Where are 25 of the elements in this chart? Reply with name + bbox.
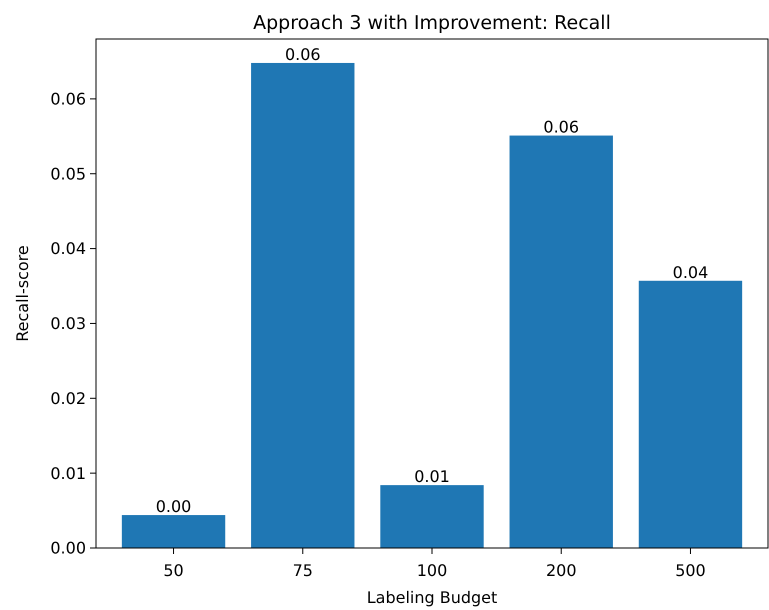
data-label: 0.06: [543, 118, 580, 137]
bar: [380, 485, 484, 548]
data-label: 0.01: [414, 467, 450, 486]
x-axis-title: Labeling Budget: [366, 588, 498, 607]
y-axis-title: Recall-score: [13, 245, 32, 342]
chart-title: Approach 3 with Improvement: Recall: [253, 12, 611, 34]
bar: [638, 280, 742, 548]
x-tick-label: 100: [416, 561, 448, 580]
x-tick-label: 75: [292, 561, 313, 580]
data-label: 0.04: [672, 262, 708, 282]
bar: [251, 62, 354, 548]
x-tick-label: 50: [163, 561, 184, 580]
x-tick-label: 500: [675, 561, 706, 580]
y-tick-label: 0.04: [50, 239, 86, 258]
y-tick-label: 0.01: [50, 464, 86, 483]
y-tick-label: 0.03: [50, 314, 86, 334]
y-tick-label: 0.00: [50, 538, 86, 558]
x-tick-label: 200: [546, 561, 577, 580]
bar: [510, 136, 613, 548]
y-tick-label: 0.05: [50, 164, 86, 184]
bar: [122, 515, 226, 548]
y-tick-label: 0.06: [50, 89, 86, 108]
data-label: 0.06: [284, 44, 321, 64]
y-tick-label: 0.02: [50, 388, 86, 408]
data-label: 0.00: [156, 497, 192, 516]
